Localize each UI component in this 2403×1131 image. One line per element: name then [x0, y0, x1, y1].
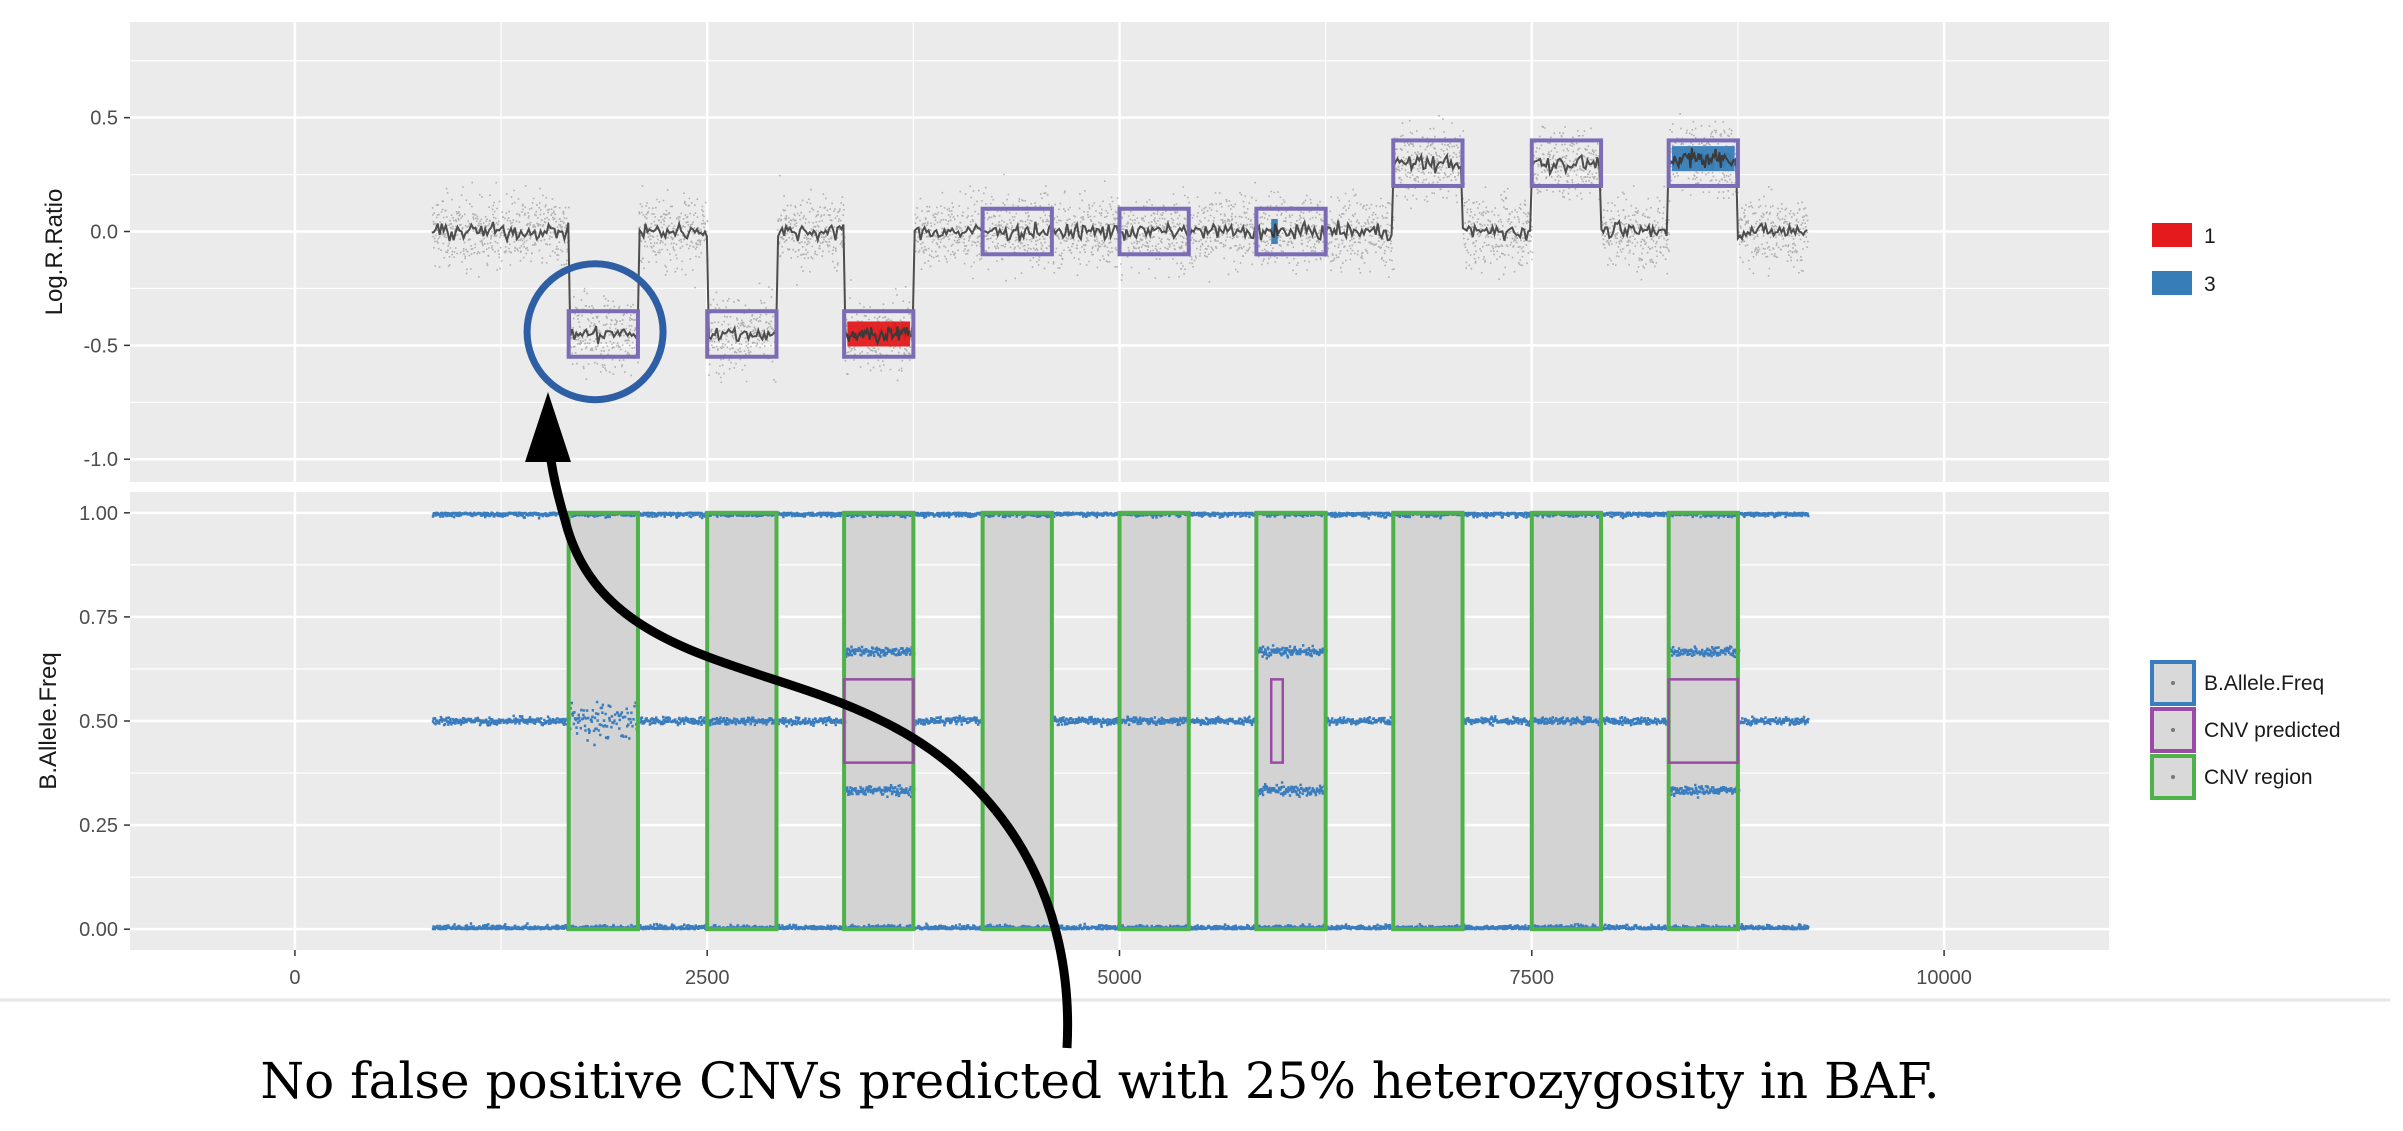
cnv-predicted-box — [1529, 138, 1604, 188]
lrr-y-tick-label: -1.0 — [84, 449, 118, 471]
legend-label: CNV region — [2204, 766, 2313, 789]
figure-caption: No false positive CNVs predicted with 25… — [260, 1052, 1940, 1110]
cnv-predicted-box — [1117, 206, 1191, 257]
annotations — [523, 260, 1073, 1049]
state-line — [1270, 223, 1279, 239]
baf-y-tick-label: 0.00 — [79, 919, 118, 941]
legend-swatch-state-1 — [2152, 223, 2192, 247]
axes: 0.5 0.0 -0.5 -1.0 1.00 0.75 0.50 0.25 0.00 0 2500 5… — [0, 108, 2390, 1002]
lrr-y-tick-label: -0.5 — [84, 335, 118, 357]
cnv-predicted-box — [1269, 678, 1285, 764]
cnv-predicted-box — [842, 678, 915, 764]
cnv-region-box — [980, 510, 1054, 932]
cnv-region-box — [1529, 510, 1604, 932]
legend-label-state-3: 3 — [2204, 273, 2216, 296]
legend-label: B.Allele.Freq — [2204, 672, 2324, 695]
x-tick-label: 10000 — [1916, 967, 1972, 989]
cnv-region-fill — [1668, 512, 1738, 930]
baf-y-tick-label: 0.75 — [79, 607, 118, 629]
arrow-head — [525, 392, 571, 462]
x-tick-label: 2500 — [685, 967, 730, 989]
annotation-arrow — [543, 429, 1073, 1049]
legend-swatch-state-3 — [2152, 271, 2192, 295]
x-tick-label: 7500 — [1510, 967, 1555, 989]
cnv-region-box — [1254, 510, 1328, 932]
state-line — [1671, 147, 1735, 171]
cnv-region-fill — [1256, 512, 1326, 930]
legends: 1 3 B.Allele.Freq CNV predicted CNV region — [2150, 223, 2341, 800]
legend-swatch-dot — [2171, 728, 2175, 732]
highlight-circle — [523, 260, 667, 404]
legend-swatch-dot — [2171, 775, 2175, 779]
baf-y-tick-label: 0.25 — [79, 815, 118, 837]
cnv-predicted-box — [1391, 138, 1465, 188]
legend-swatch — [2150, 707, 2196, 753]
lrr-y-tick-label: 0.0 — [90, 222, 118, 244]
legend-swatch-dot — [2171, 681, 2175, 685]
cnv-region-box — [566, 510, 640, 932]
baf-y-tick-label: 1.00 — [79, 503, 118, 525]
x-tick-label: 5000 — [1097, 967, 1142, 989]
baf-y-axis-title: B.Allele.Freq — [35, 652, 62, 789]
cnv-predicted-box — [566, 309, 640, 359]
state-line — [846, 326, 911, 347]
lrr-y-axis-title: Log.R.Ratio — [41, 189, 68, 316]
lrr-data — [431, 113, 1809, 384]
cnv-predicted-box — [1667, 678, 1740, 764]
cnv-region-fill — [1393, 512, 1463, 930]
cnv-predicted-box — [980, 206, 1054, 257]
cnv-region-box — [1117, 510, 1191, 932]
cnv-predicted-box — [1666, 138, 1740, 188]
x-tick-label: 0 — [289, 967, 300, 989]
cnv-predicted-box — [705, 309, 779, 359]
lrr-points — [431, 113, 1809, 384]
cnv-region-fill — [982, 512, 1052, 930]
lrr-y-tick-label: 0.5 — [90, 108, 118, 130]
cnv-region-box — [705, 510, 779, 932]
baf-data — [431, 510, 1810, 932]
cnv-predicted-box — [1254, 206, 1328, 257]
cnv-predicted-box — [842, 309, 916, 359]
baf-y-tick-label: 0.50 — [79, 711, 118, 733]
legend-label: CNV predicted — [2204, 719, 2341, 742]
cnv-region-box — [1391, 510, 1465, 932]
legend-label-state-1: 1 — [2204, 225, 2216, 248]
